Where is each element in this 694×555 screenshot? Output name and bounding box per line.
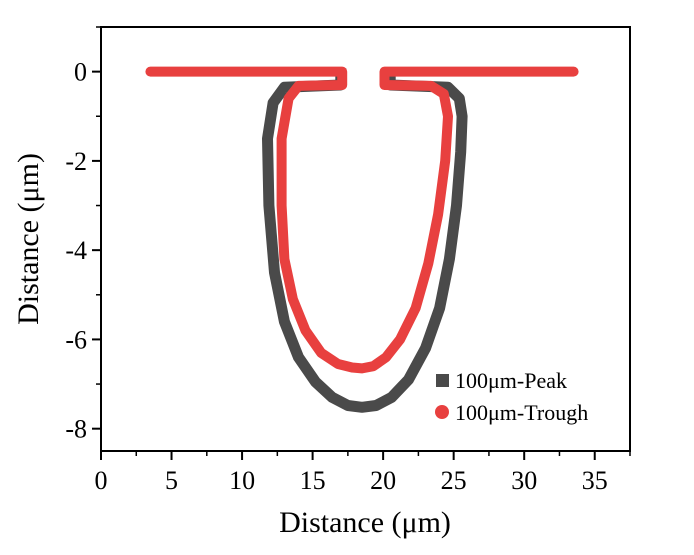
y-tick-label: -6: [65, 325, 87, 354]
x-tick-label: 20: [370, 466, 396, 495]
x-axis-title: Distance (μm): [279, 506, 451, 539]
data-layer: [145, 66, 579, 413]
y-tick-label: -4: [65, 236, 87, 265]
legend-label-trough: 100μm-Trough: [455, 400, 588, 425]
axes-layer: 0 5 10 15 20 25 30 35 0 -2 -4 -6 -8: [65, 26, 631, 495]
x-tick-label: 25: [441, 466, 467, 495]
plot-frame: [100, 26, 631, 452]
x-tick-label: 0: [95, 466, 108, 495]
series-trough-line: [145, 66, 579, 374]
y-axis-title: Distance (μm): [12, 153, 45, 325]
x-tick-label: 30: [511, 466, 537, 495]
series-peak-line: [262, 68, 468, 413]
legend-marker-peak: [436, 374, 449, 387]
legend: 100μm-Peak 100μm-Trough: [435, 368, 588, 425]
x-tick-label: 35: [582, 466, 608, 495]
x-tick-label: 5: [165, 466, 178, 495]
x-tick-label: 10: [229, 466, 255, 495]
y-tick-label: -2: [65, 147, 87, 176]
legend-marker-trough: [435, 405, 449, 419]
y-tick-label: 0: [74, 58, 87, 87]
y-tick-label: -8: [65, 415, 87, 444]
x-tick-label: 15: [300, 466, 326, 495]
legend-label-peak: 100μm-Peak: [455, 368, 567, 393]
